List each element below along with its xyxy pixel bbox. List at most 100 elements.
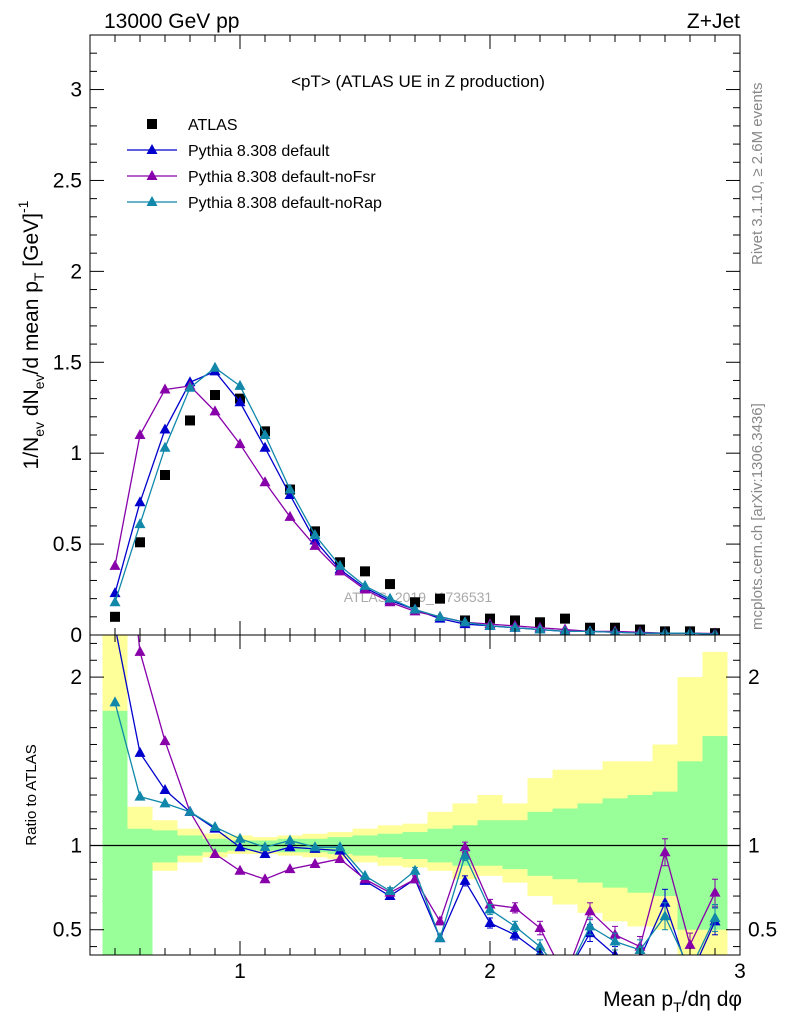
rivet-version-label: Rivet 3.1.10, ≥ 2.6M events (749, 83, 766, 266)
ratio-series-marker-1 (134, 645, 146, 656)
legend-marker-1 (146, 144, 158, 154)
svg-text:Mean pT/dη dφ: Mean pT/dη dφ (603, 988, 742, 1015)
uncertainty-band-green (602, 798, 628, 888)
ratio-series-marker-1 (709, 886, 721, 897)
uncertainty-band-green (627, 795, 653, 893)
ratio-series-marker-0 (560, 971, 571, 981)
top-y-tick-label: 3 (70, 79, 82, 102)
atlas-data-point (435, 593, 445, 604)
uncertainty-band-green (502, 820, 528, 870)
watermark-label: ATLAS_2019_I1736531 (344, 589, 493, 605)
x-tick-label: 1 (234, 960, 246, 983)
atlas-data-point (360, 566, 370, 577)
top-y-tick-label: 0 (70, 624, 82, 647)
ratio-series-marker-2 (459, 849, 471, 860)
ratio-series-marker-2 (659, 910, 671, 921)
ratio-series-marker-0 (459, 874, 471, 885)
top-series-marker-2 (159, 383, 171, 394)
top-series-marker-1 (234, 396, 246, 407)
ratio-series-marker-2 (109, 696, 121, 707)
ratio-series-marker-2 (159, 797, 171, 808)
ratio-series-marker-2 (309, 841, 321, 852)
uncertainty-band-green (127, 828, 153, 955)
ratio-series-marker-2 (359, 869, 371, 880)
ratio-series-marker-2 (509, 920, 521, 931)
legend-label-1: Pythia 8.308 default (188, 143, 330, 160)
uncertainty-band-green (577, 803, 603, 883)
top-series-marker-1 (259, 441, 271, 452)
ratio-series-marker-1 (459, 841, 471, 852)
ratio-series-marker-2 (560, 971, 571, 981)
ratio-series-marker-0 (284, 841, 296, 852)
ratio-y-tick-label-right: 0.5 (748, 919, 777, 942)
ratio-series-marker-1 (484, 898, 496, 909)
x-tick-label: 2 (484, 960, 496, 983)
ratio-series-marker-0 (484, 917, 496, 927)
legend-marker-2 (146, 170, 158, 180)
ratio-series-marker-1 (234, 864, 246, 875)
ratio-series-marker-1 (434, 915, 446, 926)
top-series-marker-3 (284, 483, 296, 494)
ratio-y-tick-label-right: 1 (748, 835, 760, 858)
ratio-series-marker-2 (484, 903, 496, 914)
ratio-series-marker-2 (534, 940, 546, 951)
ratio-y-tick-label: 1 (70, 835, 82, 858)
atlas-data-point (110, 611, 120, 622)
top-axes: 0 0.5 1 1.5 2 2.5 3 (53, 35, 741, 647)
top-series-marker-3 (184, 381, 196, 392)
legend: ATLAS Pythia 8.308 default Pythia 8.308 de… (127, 117, 382, 212)
header-collision-label: 13000 GeV pp (104, 10, 239, 33)
top-y-tick-label: 1.5 (53, 351, 82, 374)
ratio-series-marker-1 (159, 735, 171, 746)
top-series-marker-3 (109, 596, 121, 607)
ratio-series-marker-1 (584, 905, 596, 916)
top-series-marker-3 (434, 610, 446, 621)
top-series-group (109, 361, 720, 635)
top-series-marker-3 (259, 429, 271, 439)
top-series-marker-3 (234, 379, 246, 390)
atlas-data-point (210, 390, 220, 400)
uncertainty-band-green (477, 820, 503, 866)
ratio-series-marker-0 (685, 971, 696, 981)
ratio-series-marker-2 (259, 841, 271, 852)
top-y-tick-label: 0.5 (53, 533, 82, 556)
top-series-marker-2 (134, 429, 146, 439)
ratio-series-marker-2 (284, 834, 296, 845)
atlas-data-point (135, 537, 145, 548)
uncertainty-band-green (527, 811, 553, 876)
ratio-series-marker-2 (384, 885, 396, 895)
chart-title: <pT> (ATLAS UE in Z production) (291, 72, 545, 91)
top-series-marker-3 (334, 559, 346, 570)
ratio-series-marker-2 (685, 964, 696, 974)
top-series-marker-3 (509, 621, 521, 632)
ratio-series-marker-2 (709, 911, 721, 922)
top-series-marker-3 (384, 592, 396, 603)
legend-label-2: Pythia 8.308 default-noFsr (188, 169, 376, 186)
ratio-series-marker-2 (409, 864, 421, 875)
top-series-marker-2 (109, 559, 121, 570)
x-tick-label: 3 (734, 960, 746, 983)
top-series-marker-3 (209, 361, 221, 372)
uncertainty-band-green (552, 808, 578, 880)
top-series-marker-3 (409, 603, 421, 614)
top-series-marker-3 (359, 579, 371, 590)
ratio-series-marker-2 (334, 841, 346, 852)
top-y-tick-label: 1 (70, 442, 82, 465)
legend-label-0: ATLAS (188, 117, 238, 134)
uncertainty-band-green (102, 710, 128, 955)
top-series-marker-2 (309, 539, 321, 550)
ratio-series-marker-0 (134, 746, 146, 757)
ratio-y-axis-label: Ratio to ATLAS (23, 744, 40, 845)
ratio-series-marker-1 (110, 418, 121, 428)
ratio-series-marker-1 (560, 971, 571, 981)
ratio-y-tick-label: 0.5 (53, 919, 82, 942)
ratio-series-marker-1 (509, 901, 521, 912)
top-series-marker-1 (284, 489, 296, 499)
uncertainty-band-green (152, 830, 178, 863)
atlas-data-point (385, 579, 395, 590)
x-axis-label: Mean pT/dη dφ (603, 988, 742, 1015)
top-series-marker-3 (159, 441, 171, 452)
top-series-marker-1 (134, 496, 146, 507)
top-series-marker-2 (259, 476, 271, 487)
